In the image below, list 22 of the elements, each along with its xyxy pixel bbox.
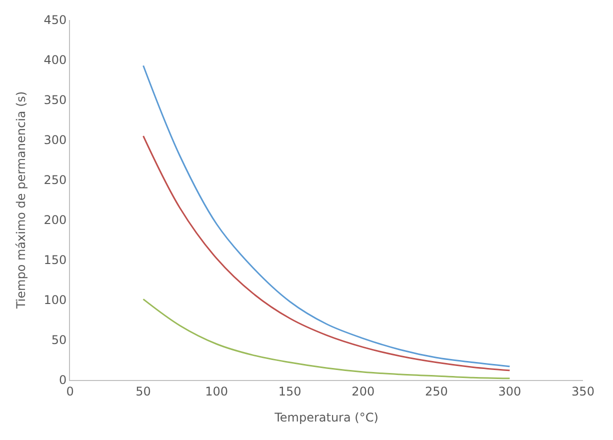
y-tick-label: 350 (44, 93, 67, 108)
x-tick-label: 300 (498, 384, 522, 398)
y-tick-label: 250 (44, 173, 67, 188)
x-axis-title: Temperatura (°C) (274, 410, 378, 424)
x-tick-label: 250 (424, 384, 448, 398)
x-tick-label: 200 (352, 384, 375, 398)
x-tick-label: 350 (572, 384, 594, 398)
y-tick-label: 200 (44, 213, 67, 228)
y-tick-label: 300 (44, 133, 67, 148)
y-tick-label: 150 (44, 253, 67, 268)
line-series (142, 298, 510, 380)
y-tick-label: 400 (44, 53, 67, 68)
y-tick-label: 0 (58, 373, 67, 388)
x-tick-label: 150 (278, 384, 302, 398)
y-tick-label: 50 (51, 333, 67, 348)
x-tick-label: 100 (205, 384, 228, 398)
x-tick-label: 50 (136, 384, 151, 398)
y-axis-title: Tiempo máximo de permanencia (s) (14, 91, 28, 310)
line-series (142, 135, 510, 372)
y-tick-label: 450 (44, 13, 67, 28)
line-series (142, 64, 510, 368)
y-tick-label: 100 (44, 293, 67, 308)
